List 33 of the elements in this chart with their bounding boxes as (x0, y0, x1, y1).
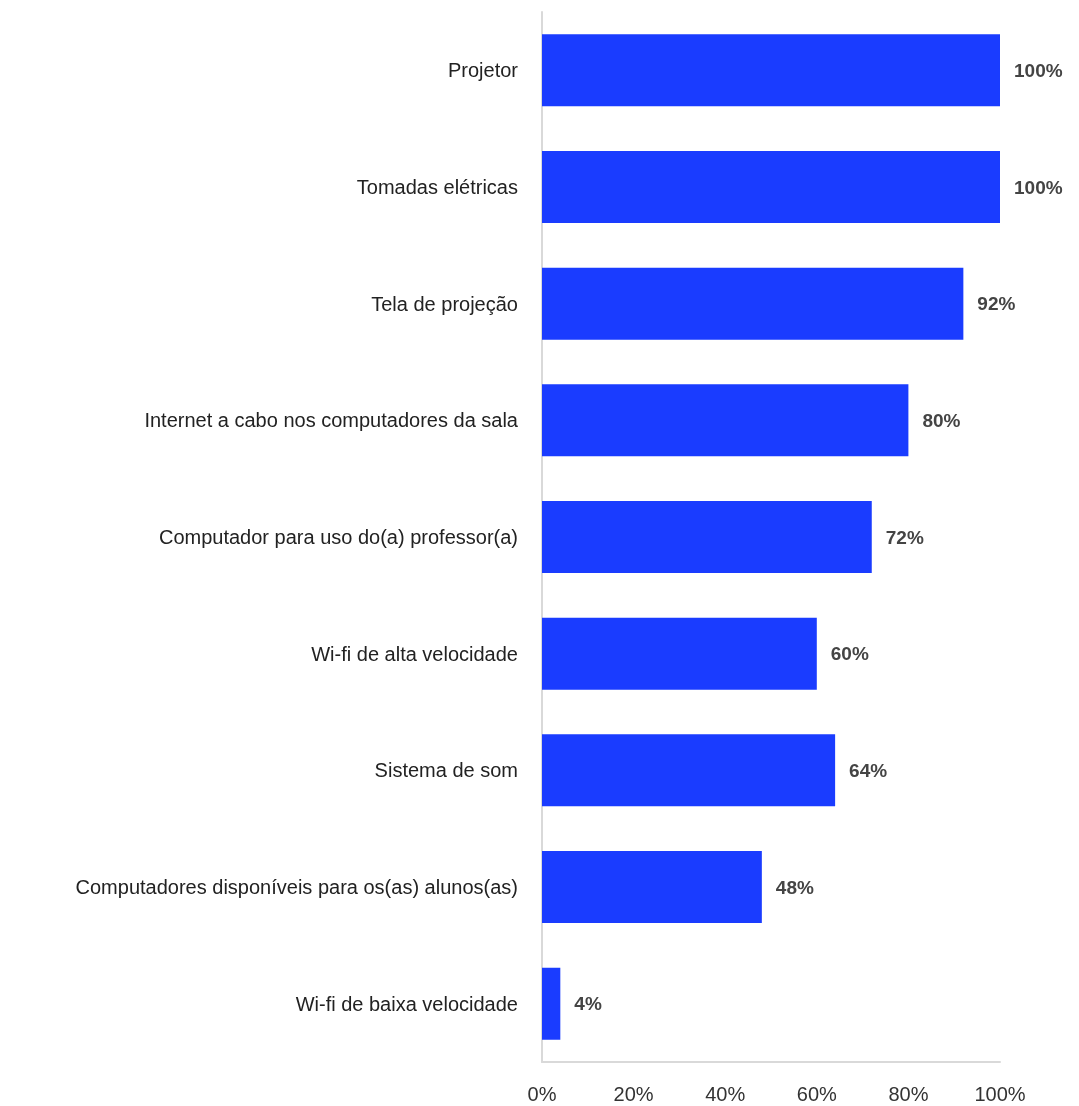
x-tick-label: 60% (796, 1083, 838, 1105)
bar (542, 384, 909, 457)
y-tick-label: Projetor (447, 59, 519, 82)
bar (542, 617, 817, 690)
bar (542, 734, 836, 807)
data-label: 60% (830, 643, 869, 665)
data-label: 92% (977, 293, 1016, 315)
y-tick-label: Tomadas elétricas (356, 176, 518, 198)
data-label: 72% (885, 526, 924, 548)
data-label: 100% (1014, 176, 1063, 198)
bar (542, 851, 762, 923)
data-label: 4% (574, 993, 602, 1015)
data-label: 48% (775, 876, 814, 898)
x-tick-label: 20% (613, 1083, 654, 1105)
y-tick-label: Sistema de som (374, 759, 518, 782)
bar (542, 34, 1000, 107)
data-label: 80% (922, 409, 961, 431)
y-tick-label: Computador para uso do(a) professor(a) (158, 526, 518, 548)
y-tick-label: Internet a cabo nos computadores da sala (144, 409, 519, 432)
x-tick-label: 40% (705, 1083, 746, 1105)
y-tick-label: Tela de projeção (371, 292, 518, 315)
bar (542, 967, 561, 1040)
bar (542, 267, 964, 340)
bar (542, 151, 1000, 223)
y-tick-label: Computadores disponíveis para os(as) alunos(as) (75, 876, 518, 898)
data-label: 64% (849, 759, 888, 781)
x-tick-label: 0% (527, 1083, 557, 1105)
y-tick-label: Wi-fi de alta velocidade (311, 642, 518, 665)
x-tick-label: 100% (974, 1083, 1026, 1105)
bar (542, 501, 872, 573)
y-tick-label: Wi-fi de baixa velocidade (295, 992, 518, 1015)
x-tick-label: 80% (888, 1083, 929, 1105)
data-label: 100% (1014, 59, 1063, 81)
